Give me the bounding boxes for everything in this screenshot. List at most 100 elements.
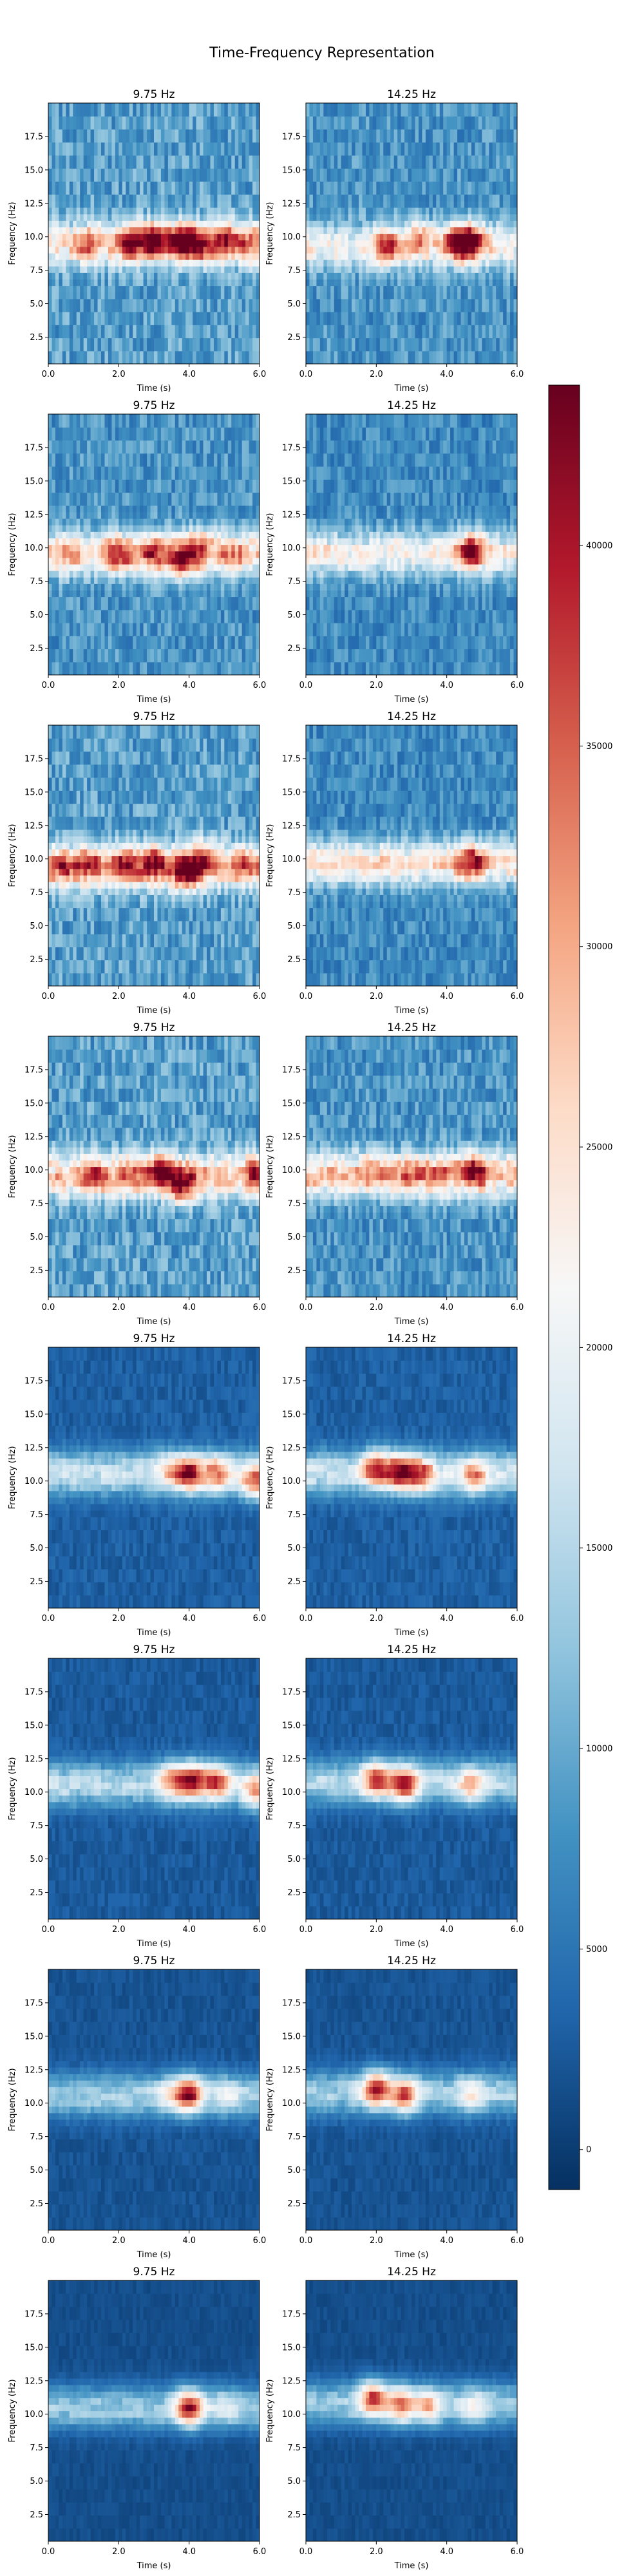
heatmap-cell (355, 109, 359, 117)
heatmap-cell (471, 246, 475, 254)
heatmap-cell (334, 122, 338, 130)
heatmap-cell (55, 207, 59, 214)
heatmap-cell (52, 129, 56, 137)
heatmap-cell (443, 337, 448, 345)
heatmap-cell (118, 246, 123, 254)
heatmap-cell (453, 142, 458, 149)
heatmap-cell (418, 214, 422, 221)
heatmap-cell (185, 357, 190, 364)
heatmap-cell (312, 325, 317, 332)
heatmap-cell (217, 175, 222, 182)
heatmap-cell (80, 298, 84, 306)
heatmap-cell (401, 266, 405, 273)
heatmap-cell (478, 142, 482, 149)
heatmap-cell (345, 233, 349, 241)
heatmap-cell (189, 155, 193, 162)
heatmap-cell (418, 331, 422, 339)
heatmap-cell (492, 194, 497, 202)
heatmap-cell (503, 148, 507, 156)
heatmap-cell (453, 266, 458, 273)
heatmap-cell (457, 344, 462, 352)
heatmap-cell (160, 668, 165, 675)
heatmap-cell (422, 292, 426, 299)
heatmap-cell (210, 331, 214, 339)
heatmap-cell (319, 200, 324, 208)
heatmap-cell (352, 285, 356, 293)
heatmap-cell (355, 129, 359, 137)
heatmap-cell (200, 357, 204, 364)
heatmap-cell (178, 252, 183, 260)
heatmap-cell (55, 292, 59, 299)
heatmap-cell (59, 266, 63, 273)
heatmap-cell (252, 129, 257, 137)
heatmap-cell (436, 122, 440, 130)
heatmap-cell (372, 279, 377, 287)
heatmap-cell (510, 350, 515, 358)
heatmap-cell (245, 668, 250, 675)
heatmap-cell (415, 279, 419, 287)
heatmap-cell (393, 266, 398, 273)
heatmap-cell (464, 344, 469, 352)
heatmap-cell (415, 129, 419, 137)
heatmap-cell (369, 285, 374, 293)
heatmap-cell (408, 109, 412, 117)
heatmap-cell (122, 162, 126, 169)
heatmap-cell (376, 266, 381, 273)
heatmap-cell (143, 181, 147, 189)
heatmap-cell (359, 135, 363, 143)
heatmap-cell (482, 246, 486, 254)
heatmap-cell (496, 227, 500, 234)
heatmap-cell (475, 207, 479, 214)
heatmap-cell (171, 337, 176, 345)
heatmap-cell (122, 350, 126, 358)
heatmap-cell (143, 168, 147, 175)
heatmap-cell (425, 312, 430, 319)
heatmap-cell (475, 305, 479, 312)
heatmap-cell (73, 155, 77, 162)
heatmap-cell (443, 194, 448, 202)
heatmap-cell (492, 207, 497, 214)
heatmap-cell (213, 220, 218, 227)
heatmap-cell (383, 214, 388, 221)
heatmap-cell (115, 668, 119, 675)
heatmap-cell (73, 240, 77, 247)
heatmap-cell (213, 292, 218, 299)
heatmap-cell (352, 194, 356, 202)
heatmap-cell (327, 325, 331, 332)
heatmap-cell (234, 207, 239, 214)
heatmap-cell (496, 148, 500, 156)
heatmap-cell (227, 129, 232, 137)
heatmap-cell (167, 298, 172, 306)
heatmap-cell (203, 227, 207, 234)
heatmap-cell (94, 155, 99, 162)
heatmap-cell (345, 227, 349, 234)
heatmap-cell (393, 246, 398, 254)
heatmap-cell (182, 240, 186, 247)
heatmap-cell (386, 331, 391, 339)
heatmap-cell (115, 305, 119, 312)
heatmap-cell (256, 285, 260, 293)
heatmap-cell (312, 142, 317, 149)
heatmap-cell (386, 350, 391, 358)
heatmap-cell (101, 135, 106, 143)
heatmap-cell (457, 181, 462, 189)
heatmap-cell (316, 357, 321, 364)
heatmap-cell (319, 305, 324, 312)
heatmap-cell (217, 331, 222, 339)
heatmap-cell (122, 220, 126, 227)
heatmap-cell (249, 129, 253, 137)
heatmap-cell (499, 175, 504, 182)
heatmap-cell (439, 279, 444, 287)
heatmap-cell (234, 155, 239, 162)
heatmap-cell (475, 279, 479, 287)
heatmap-cell (393, 116, 398, 123)
heatmap-cell (337, 194, 342, 202)
heatmap-cell (475, 168, 479, 175)
heatmap-cell (69, 162, 73, 169)
heatmap-cell (189, 305, 193, 312)
heatmap-cell (213, 116, 218, 123)
heatmap-cell (348, 318, 352, 325)
heatmap-cell (136, 240, 140, 247)
heatmap-cell (359, 252, 363, 260)
heatmap-cell (376, 285, 381, 293)
